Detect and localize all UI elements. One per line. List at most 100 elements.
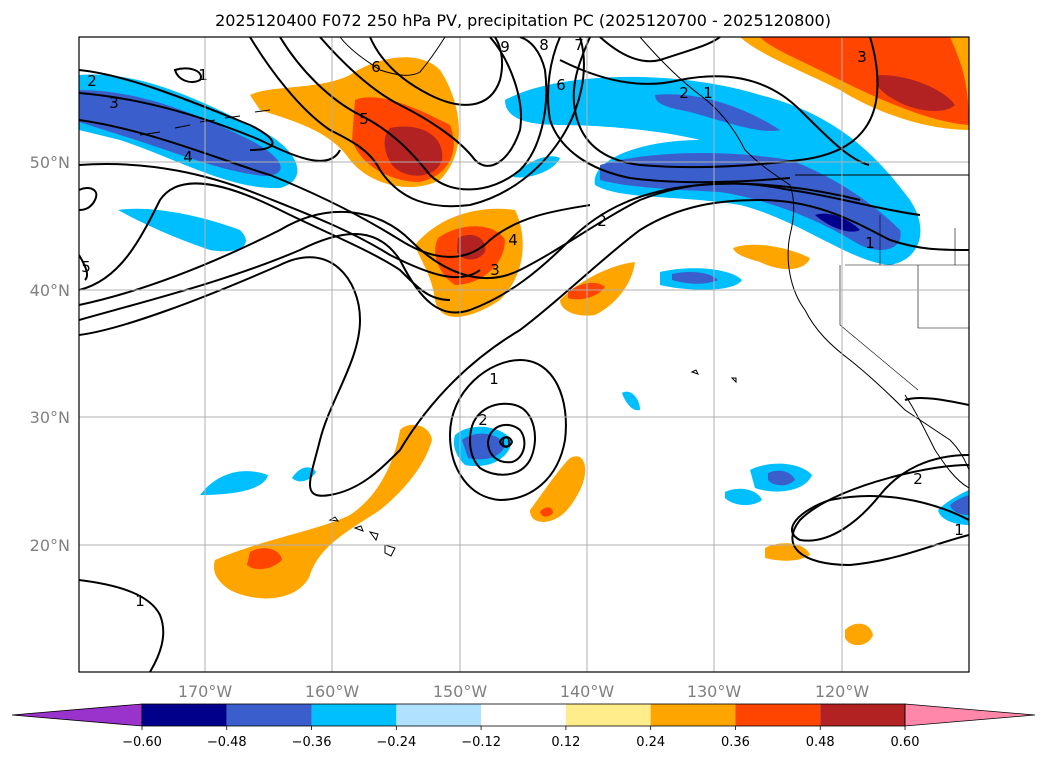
pv-contour-line bbox=[369, 37, 504, 106]
pv-contours bbox=[79, 37, 969, 672]
contour-label: 1 bbox=[703, 84, 713, 102]
graticule bbox=[79, 37, 969, 672]
contour-label: 4 bbox=[183, 148, 193, 166]
longitude-labels: 170°W 160°W 150°W 140°W 130°W 120°W bbox=[178, 682, 870, 701]
colorbar-extend-high bbox=[904, 703, 1036, 727]
state-borders bbox=[839, 215, 969, 391]
pv-contour-line bbox=[79, 182, 861, 321]
colorbar-tick-label: −0.36 bbox=[292, 735, 332, 750]
colorbar-segment bbox=[226, 704, 312, 726]
colorbar-segment bbox=[735, 704, 821, 726]
colorbar-segment bbox=[565, 704, 651, 726]
contour-label: 2 bbox=[913, 470, 923, 488]
lon-label-150w: 150°W bbox=[433, 682, 488, 701]
contour-label: 1 bbox=[865, 234, 875, 252]
precipitation-anomaly-shading bbox=[79, 37, 969, 646]
latitude-labels: 50°N 40°N 30°N 20°N bbox=[30, 153, 70, 555]
pv-contour-line bbox=[79, 187, 98, 211]
precip-negative-region bbox=[462, 433, 505, 460]
pv-contour-labels: 2 3 4 1 5 6 8 9 7 6 2 5 4 3 2 1 1 2 0 2 … bbox=[81, 36, 964, 610]
pv-contour-line bbox=[599, 37, 721, 63]
precip-negative-region bbox=[672, 272, 718, 284]
pv-contour-line bbox=[79, 182, 921, 306]
pv-contour-line bbox=[79, 579, 165, 672]
colorbar-tick-label: −0.12 bbox=[461, 735, 501, 750]
colorbar: −0.60 −0.48 −0.36 −0.24 −0.12 0.12 0.24 0.36 0.4… bbox=[11, 703, 1036, 750]
lat-label-40n: 40°N bbox=[30, 281, 70, 300]
lon-label-140w: 140°W bbox=[560, 682, 615, 701]
precip-negative-region bbox=[725, 488, 762, 506]
pv-contour-line bbox=[448, 358, 567, 502]
colorbar-outline bbox=[141, 703, 906, 727]
lon-label-160w: 160°W bbox=[305, 682, 360, 701]
colorbar-tick-label: 0.48 bbox=[806, 735, 835, 750]
colorbar-tick-label: 0.12 bbox=[551, 735, 580, 750]
lon-label-170w: 170°W bbox=[178, 682, 233, 701]
alaska-coastline bbox=[339, 37, 446, 76]
coastlines-and-borders bbox=[139, 37, 969, 557]
precip-positive-region bbox=[247, 548, 282, 570]
contour-label: 1 bbox=[954, 521, 964, 539]
pv-contour-line bbox=[498, 436, 514, 448]
colorbar-tick-label: 0.60 bbox=[891, 735, 920, 750]
contour-label: 2 bbox=[597, 212, 607, 230]
precip-negative-region bbox=[200, 471, 268, 495]
contour-label: 7 bbox=[574, 36, 584, 54]
pv-contour-line bbox=[249, 37, 585, 208]
pv-contour-line bbox=[547, 37, 791, 184]
colorbar-segment bbox=[481, 704, 566, 726]
colorbar-segment bbox=[311, 704, 397, 726]
pv-contour-line bbox=[173, 67, 202, 83]
channel-islands bbox=[690, 369, 737, 384]
colorbar-segment bbox=[820, 704, 905, 726]
pv-contour-line bbox=[904, 396, 969, 406]
pv-contour-line bbox=[468, 402, 536, 476]
map-panel: 2 3 4 1 5 6 8 9 7 6 2 5 4 3 2 1 1 2 0 2 … bbox=[78, 36, 970, 673]
pv-contour-line bbox=[79, 254, 89, 281]
precip-negative-region bbox=[768, 470, 795, 486]
pv-contour-line bbox=[79, 119, 591, 258]
contour-label: 2 bbox=[679, 84, 689, 102]
colorbar-tick-label: 0.24 bbox=[636, 735, 665, 750]
pv-contour-line bbox=[572, 37, 879, 169]
precip-positive-region bbox=[540, 507, 553, 517]
pv-contour-line bbox=[559, 59, 870, 166]
lat-label-30n: 30°N bbox=[30, 408, 70, 427]
contour-label: 3 bbox=[490, 261, 500, 279]
contour-label: 6 bbox=[556, 76, 566, 94]
precip-negative-region bbox=[655, 94, 780, 131]
pv-contour-line bbox=[791, 464, 969, 567]
contour-label: 3 bbox=[857, 48, 867, 66]
figure-title: 2025120400 F072 250 hPa PV, precipitatio… bbox=[215, 11, 831, 30]
precip-positive-region bbox=[765, 543, 810, 561]
contour-label: 0 bbox=[501, 434, 511, 452]
lat-label-50n: 50°N bbox=[30, 153, 70, 172]
precip-positive-region bbox=[530, 456, 586, 522]
lon-label-120w: 120°W bbox=[815, 682, 870, 701]
pv-contour-line bbox=[79, 92, 341, 162]
colorbar-tick-label: −0.48 bbox=[207, 735, 247, 750]
baja-coastline bbox=[904, 394, 969, 489]
precip-negative-region bbox=[815, 213, 860, 232]
north-american-coastline bbox=[639, 37, 969, 471]
map-frame bbox=[78, 36, 970, 673]
pv-contour-line bbox=[279, 37, 548, 191]
precip-negative-region bbox=[950, 495, 969, 515]
contour-label: 5 bbox=[359, 110, 369, 128]
pv-contour-line bbox=[79, 182, 451, 301]
contour-label: 2 bbox=[478, 411, 488, 429]
colorbar-tick-label: 0.36 bbox=[721, 735, 750, 750]
lat-label-20n: 20°N bbox=[30, 536, 70, 555]
pv-contour-line bbox=[319, 37, 522, 167]
contour-label: 5 bbox=[81, 258, 91, 276]
pv-contour-line bbox=[486, 423, 526, 464]
precip-positive-region bbox=[733, 244, 810, 270]
lon-label-130w: 130°W bbox=[687, 682, 742, 701]
colorbar-segment bbox=[142, 704, 227, 726]
colorbar-segment bbox=[650, 704, 736, 726]
contour-label: 1 bbox=[489, 370, 499, 388]
precip-negative-region bbox=[79, 90, 281, 176]
precip-positive-region bbox=[845, 623, 873, 646]
colorbar-segment bbox=[396, 704, 482, 726]
